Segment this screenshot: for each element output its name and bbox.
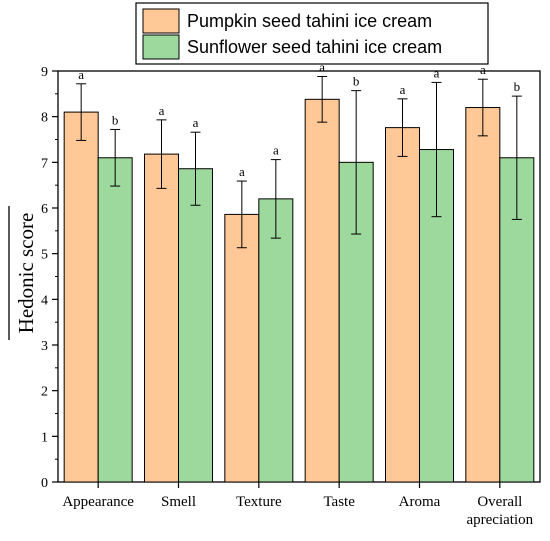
significance-letters: a a a a a a b a a b a b (78, 59, 520, 179)
significance-letter: b (353, 74, 360, 89)
legend-label-sunflower: Sunflower seed tahini ice cream (187, 37, 442, 57)
x-category-label: Smell (161, 494, 196, 510)
y-axis: 0 1 2 3 4 5 6 7 8 9 (41, 65, 58, 491)
bar (63, 111, 99, 483)
bar (465, 107, 501, 483)
legend-swatch-pumpkin (142, 8, 180, 34)
x-category-label: apreciation (467, 512, 534, 528)
bar-series (63, 98, 535, 483)
significance-letter: a (480, 62, 486, 77)
bar (304, 98, 340, 483)
x-category-label: Appearance (62, 494, 134, 510)
y-tick-label: 9 (41, 65, 48, 80)
y-axis-title: Hedonic score (14, 213, 38, 334)
y-tick-label: 2 (41, 385, 48, 400)
y-tick-label: 6 (41, 202, 48, 217)
y-tick-label: 1 (41, 430, 48, 445)
x-axis: Appearance Smell Texture Taste Aroma Overall a… (62, 482, 534, 528)
significance-letter: a (273, 143, 279, 158)
y-tick-label: 0 (41, 476, 48, 491)
significance-letter: a (319, 59, 325, 74)
y-tick-label: 4 (41, 293, 48, 308)
legend-label-pumpkin: Pumpkin seed tahini ice cream (187, 11, 432, 31)
error-bars (76, 75, 522, 249)
significance-letter: a (434, 65, 440, 80)
y-tick-label: 7 (41, 156, 48, 171)
x-category-label: Overall (477, 494, 522, 510)
significance-letter: a (239, 164, 245, 179)
y-tick-label: 5 (41, 248, 48, 263)
legend: Pumpkin seed tahini ice cream Sunflower … (135, 2, 489, 65)
bar (385, 127, 420, 483)
bar (178, 168, 213, 483)
legend-swatch-sunflower (142, 34, 180, 60)
significance-letter: b (112, 112, 119, 127)
x-category-label: Aroma (399, 494, 441, 510)
bar (258, 198, 294, 483)
legend-box (135, 2, 489, 65)
bar (97, 157, 133, 483)
significance-letter: a (193, 115, 199, 130)
significance-letter: b (514, 79, 521, 94)
bar (224, 213, 260, 483)
x-category-label: Texture (236, 494, 282, 510)
x-category-label: Taste (323, 494, 355, 510)
significance-letter: a (400, 82, 406, 97)
significance-letter: a (78, 67, 84, 82)
bar (144, 153, 179, 483)
y-tick-label: 3 (41, 339, 48, 354)
y-tick-label: 8 (41, 111, 48, 126)
significance-letter: a (159, 103, 165, 118)
